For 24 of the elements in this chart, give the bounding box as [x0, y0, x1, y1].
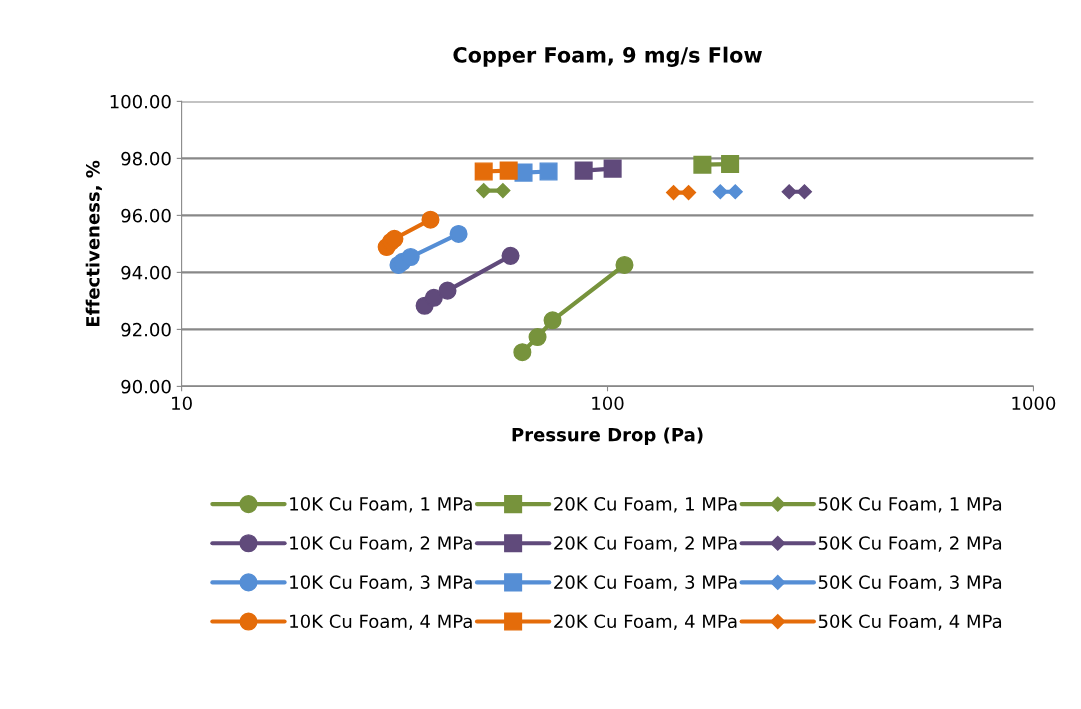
x-tick-label: 1000: [1012, 396, 1056, 411]
y-tick-label: 100.00: [110, 94, 171, 109]
y-axis-title: Effectiveness, %: [85, 160, 102, 327]
y-tick-label: 94.00: [121, 265, 171, 280]
y-tick-label: 96.00: [121, 208, 171, 223]
legend-label: 10K Cu Foam, 3 MPa: [290, 575, 472, 591]
legend-label: 50K Cu Foam, 2 MPa: [818, 536, 1002, 552]
legend-label: 50K Cu Foam, 3 MPa: [818, 575, 1002, 591]
x-tick-label: 100: [592, 396, 624, 411]
legend-label: 20K Cu Foam, 2 MPa: [554, 536, 737, 552]
legend-label: 20K Cu Foam, 3 MPa: [554, 575, 737, 591]
y-tick-label: 90.00: [121, 379, 171, 394]
legend-label: 20K Cu Foam, 4 MPa: [554, 614, 737, 630]
chart-title: Copper Foam, 9 mg/s Flow: [453, 46, 762, 67]
legend-label: 50K Cu Foam, 1 MPa: [818, 497, 1002, 513]
legend-label: 20K Cu Foam, 1 MPa: [554, 497, 737, 513]
legend-label: 10K Cu Foam, 1 MPa: [290, 497, 472, 513]
y-tick-label: 98.00: [121, 151, 171, 166]
legend-label: 10K Cu Foam, 2 MPa: [290, 536, 472, 552]
x-axis-title: Pressure Drop (Pa): [512, 427, 703, 445]
x-tick-label: 10: [172, 396, 192, 411]
legend-label: 10K Cu Foam, 4 MPa: [290, 614, 472, 630]
legend-label: 50K Cu Foam, 4 MPa: [818, 614, 1002, 630]
y-tick-label: 92.00: [121, 322, 171, 337]
